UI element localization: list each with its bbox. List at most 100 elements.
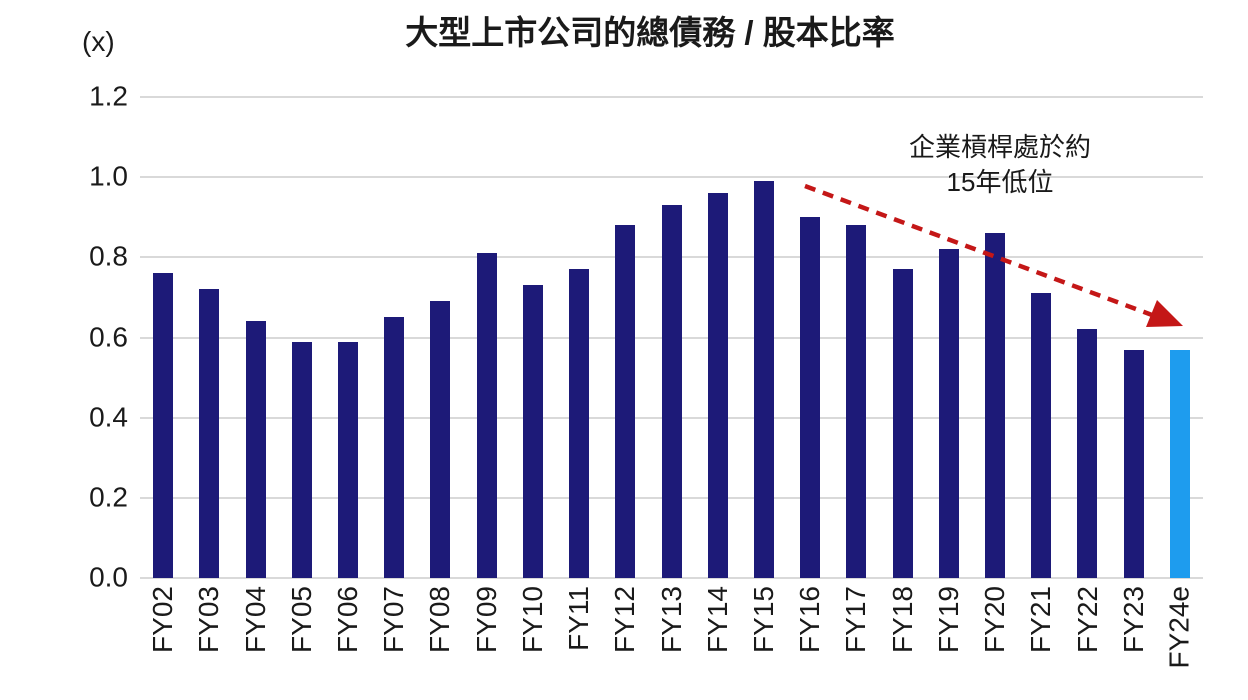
x-tick-cell: FY24e [1157,579,1203,700]
bar-cell [186,97,232,578]
x-tick-cell: FY17 [833,579,879,700]
x-tick-cell: FY03 [186,579,232,700]
x-tick-label: FY06 [331,586,363,653]
bar-cell [325,97,371,578]
bar-FY22 [1077,329,1098,578]
bar-cell [371,97,417,578]
x-tick-label: FY16 [794,586,826,653]
y-tick-label: 1.0 [89,160,128,192]
x-tick-label: FY21 [1025,586,1057,653]
x-tick-cell: FY14 [695,579,741,700]
gridline [140,577,1203,579]
x-tick-cell: FY18 [880,579,926,700]
gridline [140,96,1203,98]
x-tick-cell: FY04 [232,579,278,700]
x-tick-label: FY24e [1163,586,1195,669]
chart-title: 大型上市公司的總債務 / 股本比率 [405,14,895,51]
bar-cell [140,97,186,578]
bar-FY19 [938,249,959,578]
gridline [140,176,1203,179]
bar-FY08 [430,301,451,578]
bar-cell [510,97,556,578]
bar-FY10 [522,285,543,578]
bar-FY06 [337,341,358,578]
x-tick-cell: FY02 [140,579,186,700]
bar-cell [602,97,648,578]
x-tick-label: FY22 [1071,586,1103,653]
bar-FY12 [615,225,636,578]
x-tick-label: FY07 [378,586,410,653]
x-tick-label: FY18 [886,586,918,653]
bar-FY02 [153,273,174,578]
y-tick-label: 0.8 [89,240,128,272]
annotation-line-1: 企業槓桿處於約 [908,132,1091,162]
bar-FY11 [569,269,590,578]
x-tick-label: FY17 [840,586,872,653]
bar-FY04 [245,321,266,578]
x-tick-cell: FY23 [1111,579,1157,700]
bar-cell [648,97,694,578]
y-tick-label: 0.4 [89,401,128,433]
x-tick-cell: FY05 [279,579,325,700]
bar-cell [787,97,833,578]
x-tick-label: FY15 [747,586,779,653]
x-tick-cell: FY06 [325,579,371,700]
bar-FY24e [1169,349,1190,578]
x-tick-cell: FY16 [787,579,833,700]
x-tick-cell: FY15 [741,579,787,700]
bar-FY14 [707,193,728,578]
x-tick-label: FY11 [563,586,595,651]
plot-area [140,96,1203,579]
bar-FY23 [1123,349,1144,578]
x-tick-cell: FY20 [972,579,1018,700]
x-axis: FY02 FY03 FY04 FY05 FY06 FY07 FY08 FY09 FY10 FY11… [140,579,1203,700]
annotation: 企業槓桿處於約 15年低位 [835,130,1165,200]
x-tick-cell: FY19 [926,579,972,700]
x-tick-label: FY14 [701,586,733,653]
bar-cell [972,97,1018,578]
x-tick-cell: FY13 [648,579,694,700]
x-tick-label: FY23 [1117,586,1149,653]
bar-FY05 [291,341,312,578]
bar-cell [880,97,926,578]
x-tick-label: FY08 [424,586,456,653]
bar-FY07 [384,317,405,578]
x-tick-cell: FY21 [1018,579,1064,700]
x-tick-cell: FY09 [464,579,510,700]
bar-FY17 [846,225,867,578]
bar-FY16 [800,217,821,578]
y-tick-label: 0.2 [89,481,128,513]
x-tick-label: FY13 [655,586,687,653]
bar-cell [1111,97,1157,578]
bar-cell [279,97,325,578]
x-tick-label: FY19 [932,586,964,653]
x-tick-label: FY12 [609,586,641,653]
bar-cell [232,97,278,578]
bar-FY13 [661,205,682,578]
x-tick-cell: FY10 [510,579,556,700]
bar-FY15 [753,181,774,578]
x-tick-label: FY05 [285,586,317,653]
x-tick-label: FY04 [239,586,271,653]
annotation-line-2: 15年低位 [946,167,1054,197]
bar-cell [417,97,463,578]
x-tick-cell: FY08 [417,579,463,700]
bar-FY20 [985,233,1006,578]
bar-FY21 [1031,293,1052,578]
bar-cell [1064,97,1110,578]
x-tick-cell: FY11 [556,579,602,700]
x-tick-label: FY20 [979,586,1011,653]
bar-FY03 [199,289,220,578]
x-tick-cell: FY12 [602,579,648,700]
y-tick-label: 0.0 [89,561,128,593]
bar-cell [1157,97,1203,578]
bar-cell [464,97,510,578]
bars [140,97,1203,578]
y-axis-unit-label: (x) [82,26,115,57]
x-tick-label: FY10 [516,586,548,653]
y-tick-label: 0.6 [89,320,128,352]
y-axis: 0.0 0.2 0.4 0.6 0.8 1.0 1.2 [0,80,140,592]
bar-cell [695,97,741,578]
x-tick-label: FY02 [147,586,179,653]
